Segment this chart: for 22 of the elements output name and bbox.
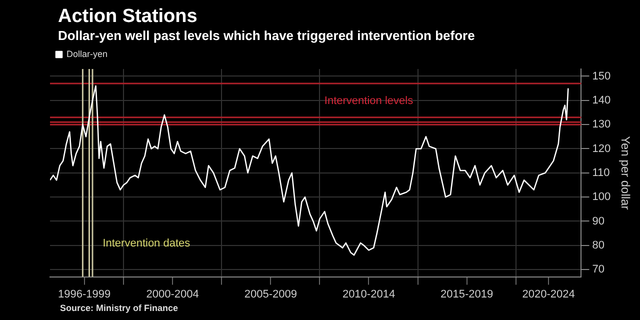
x-tick-label: 1996-1999 xyxy=(58,288,111,300)
y-tick-label: 100 xyxy=(592,191,611,204)
y-tick-label: 80 xyxy=(592,239,604,252)
x-tick-label: 2020-2024 xyxy=(522,288,575,300)
y-axis-title: Yen per dollar xyxy=(618,136,632,210)
x-tick-label: 2000-2004 xyxy=(146,288,199,300)
y-tick-label: 150 xyxy=(592,70,611,82)
chart-title: Action Stations xyxy=(57,5,198,28)
ref-line-label: Intervention dates xyxy=(102,238,191,250)
source-note: Source: Ministry of Finance xyxy=(60,303,178,313)
chart-subtitle: Dollar-yen well past levels which have triggered intervention before xyxy=(57,28,476,44)
y-tick-label: 70 xyxy=(592,264,604,276)
legend-label: Dollar-yen xyxy=(66,48,108,59)
y-tick-label: 90 xyxy=(592,215,604,228)
x-tick-label: 2015-2019 xyxy=(440,288,494,300)
x-tick-label: 2005-2009 xyxy=(244,288,297,300)
y-tick-label: 120 xyxy=(592,142,611,155)
y-tick-label: 140 xyxy=(592,94,611,106)
x-tick-label: 2010-2014 xyxy=(342,288,396,300)
y-tick-label: 110 xyxy=(592,166,610,179)
ref-line-label: Intervention levels xyxy=(324,95,414,108)
y-tick-label: 130 xyxy=(592,118,611,131)
